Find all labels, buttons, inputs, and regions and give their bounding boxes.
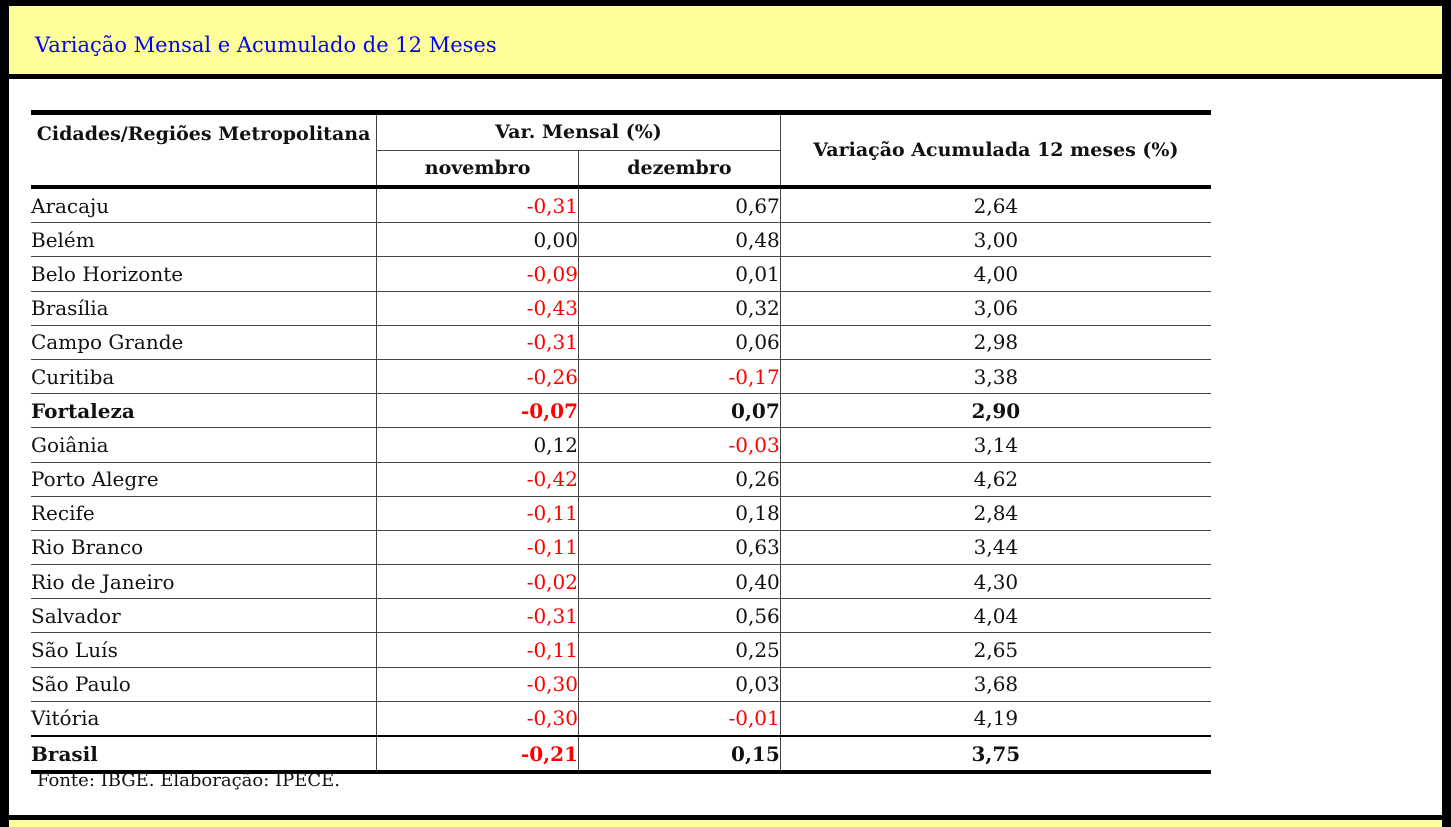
accumulated-cell: 4,19 — [780, 701, 1211, 737]
accumulated-cell: 2,98 — [780, 325, 1211, 360]
november-cell: -0,11 — [376, 632, 579, 668]
city-cell: Salvador — [31, 598, 378, 634]
header-monthly: Var. Mensal (%) — [376, 112, 781, 151]
november-cell: -0,42 — [376, 462, 579, 497]
accumulated-cell: 2,90 — [780, 393, 1211, 429]
december-cell: 0,67 — [578, 187, 781, 224]
city-cell: Belo Horizonte — [31, 256, 378, 292]
city-cell: Goiânia — [31, 427, 378, 463]
city-cell: Vitória — [31, 701, 378, 737]
december-cell: 0,56 — [578, 598, 781, 634]
title-bar: Variação Mensal e Acumulado de 12 Meses — [9, 6, 1442, 79]
table-row: Rio Branco -0,11 0,63 3,44 — [31, 530, 1211, 566]
table-row: Vitória -0,30 -0,01 4,19 — [31, 701, 1211, 737]
city-cell: Belém — [31, 222, 378, 258]
city-cell: Rio Branco — [31, 530, 378, 566]
november-cell: 0,12 — [376, 427, 579, 463]
november-cell: -0,31 — [376, 325, 579, 360]
table-row: Curitiba -0,26 -0,17 3,38 — [31, 359, 1211, 395]
november-cell: -0,43 — [376, 291, 579, 326]
bottom-bar — [9, 815, 1442, 827]
november-cell: -0,07 — [376, 393, 579, 429]
november-cell: -0,11 — [376, 530, 579, 566]
accumulated-cell: 3,14 — [780, 427, 1211, 463]
november-cell: -0,09 — [376, 256, 579, 292]
december-cell: 0,25 — [578, 632, 781, 668]
accumulated-cell: 4,04 — [780, 598, 1211, 634]
november-cell: -0,02 — [376, 564, 579, 600]
november-cell: -0,26 — [376, 359, 579, 395]
accumulated-cell: 3,00 — [780, 222, 1211, 258]
table-row: Belo Horizonte -0,09 0,01 4,00 — [31, 256, 1211, 292]
december-cell: 0,32 — [578, 291, 781, 326]
table-row: Porto Alegre -0,42 0,26 4,62 — [31, 462, 1211, 497]
december-cell: 0,26 — [578, 462, 781, 497]
table-row: São Luís -0,11 0,25 2,65 — [31, 632, 1211, 668]
december-cell: -0,03 — [578, 427, 781, 463]
table-row: Recife -0,11 0,18 2,84 — [31, 496, 1211, 531]
city-cell: Rio de Janeiro — [31, 564, 378, 600]
accumulated-cell: 3,06 — [780, 291, 1211, 326]
december-cell: 0,03 — [578, 667, 781, 702]
november-cell: -0,31 — [376, 598, 579, 634]
accumulated-cell: 4,00 — [780, 256, 1211, 292]
table-body: Aracaju -0,31 0,67 2,64 Belém 0,00 0,48 3,00 Bel… — [31, 187, 1211, 773]
city-cell: Brasil — [31, 734, 378, 773]
table-row: Belém 0,00 0,48 3,00 — [31, 222, 1211, 258]
table-row: Salvador -0,31 0,56 4,04 — [31, 598, 1211, 634]
december-cell: 0,48 — [578, 222, 781, 258]
december-cell: 0,01 — [578, 256, 781, 292]
accumulated-cell: 3,38 — [780, 359, 1211, 395]
december-cell: -0,01 — [578, 701, 781, 737]
source-note: Fonte: IBGE. Elaboração: IPECE. — [37, 770, 340, 791]
november-cell: -0,30 — [376, 701, 579, 737]
accumulated-cell: 2,84 — [780, 496, 1211, 531]
december-cell: 0,07 — [578, 393, 781, 429]
accumulated-cell: 3,68 — [780, 667, 1211, 702]
december-cell: 0,06 — [578, 325, 781, 360]
november-cell: -0,31 — [376, 187, 579, 224]
city-cell: Curitiba — [31, 359, 378, 395]
accumulated-cell: 4,62 — [780, 462, 1211, 497]
accumulated-cell: 2,64 — [780, 187, 1211, 224]
header-accumulated: Variação Acumulada 12 meses (%) — [780, 112, 1211, 189]
december-cell: 0,63 — [578, 530, 781, 566]
city-cell: São Paulo — [31, 667, 378, 702]
table-row: Fortaleza -0,07 0,07 2,90 — [31, 393, 1211, 429]
table-row: Aracaju -0,31 0,67 2,64 — [31, 187, 1211, 224]
december-cell: -0,17 — [578, 359, 781, 395]
city-cell: Aracaju — [31, 187, 378, 224]
table-row: Brasília -0,43 0,32 3,06 — [31, 291, 1211, 326]
header-november: novembro — [376, 150, 579, 189]
table-row: Brasil -0,21 0,15 3,75 — [31, 734, 1211, 773]
data-table: Cidades/Regiões Metropolitana Var. Mensa… — [31, 110, 1211, 775]
city-cell: Porto Alegre — [31, 462, 378, 497]
header-city: Cidades/Regiões Metropolitana — [31, 112, 378, 189]
city-cell: Campo Grande — [31, 325, 378, 360]
november-cell: -0,21 — [376, 734, 579, 773]
table-row: Goiânia 0,12 -0,03 3,14 — [31, 427, 1211, 463]
accumulated-cell: 3,44 — [780, 530, 1211, 566]
table-row: São Paulo -0,30 0,03 3,68 — [31, 667, 1211, 702]
city-cell: Fortaleza — [31, 393, 378, 429]
header-december: dezembro — [578, 150, 781, 189]
december-cell: 0,15 — [578, 734, 781, 773]
november-cell: -0,30 — [376, 667, 579, 702]
accumulated-cell: 2,65 — [780, 632, 1211, 668]
city-cell: Recife — [31, 496, 378, 531]
accumulated-cell: 3,75 — [780, 734, 1211, 773]
city-cell: São Luís — [31, 632, 378, 668]
accumulated-cell: 4,30 — [780, 564, 1211, 600]
city-cell: Brasília — [31, 291, 378, 326]
table-row: Rio de Janeiro -0,02 0,40 4,30 — [31, 564, 1211, 600]
november-cell: 0,00 — [376, 222, 579, 258]
november-cell: -0,11 — [376, 496, 579, 531]
page-title: Variação Mensal e Acumulado de 12 Meses — [35, 33, 497, 57]
table-row: Campo Grande -0,31 0,06 2,98 — [31, 325, 1211, 360]
december-cell: 0,40 — [578, 564, 781, 600]
december-cell: 0,18 — [578, 496, 781, 531]
